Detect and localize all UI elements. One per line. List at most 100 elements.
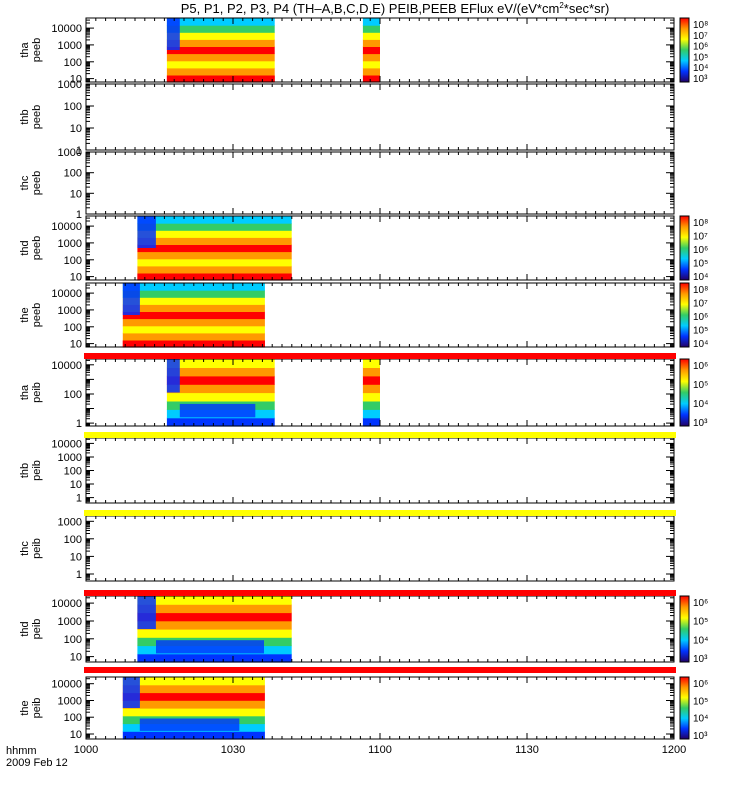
panel-product-label: peeb bbox=[31, 38, 43, 62]
spectrogram-cell bbox=[137, 230, 292, 238]
colorbar bbox=[679, 595, 690, 663]
y-tick-label: 1000 bbox=[58, 238, 82, 250]
y-tick-label: 1000 bbox=[58, 40, 82, 52]
panel-probe-label: tha bbox=[19, 41, 31, 57]
panel-probe-label: the bbox=[19, 307, 31, 322]
panel-tha-peib: 10000 100 1 tha peib 10⁶ 10⁵ 10⁴ 10³ bbox=[19, 358, 708, 430]
spectrogram-edge bbox=[137, 216, 156, 248]
y-tick-label: 100 bbox=[64, 57, 82, 69]
spectrogram-cell bbox=[137, 620, 292, 630]
panel-frame bbox=[85, 151, 675, 215]
y-tick-label: 1 bbox=[76, 145, 82, 157]
spectrogram-cell bbox=[362, 39, 380, 47]
spectrogram-cell bbox=[137, 265, 292, 274]
y-tick-label: 10 bbox=[70, 123, 82, 135]
y-tick-label: 100 bbox=[64, 168, 82, 180]
y-tick-label: 1000 bbox=[58, 516, 82, 528]
spectrogram-cell bbox=[362, 417, 380, 427]
colorbar-label: 10⁶ bbox=[693, 42, 708, 53]
spectrogram-cell bbox=[137, 237, 292, 245]
panel-frame bbox=[85, 515, 675, 582]
spectrogram-cell bbox=[122, 731, 265, 740]
spectrogram-cell bbox=[166, 32, 275, 40]
spectrogram-cell bbox=[362, 409, 380, 419]
y-tick-label: 1000 bbox=[58, 452, 82, 464]
spectrogram-cell bbox=[122, 708, 265, 717]
spectrogram-cell bbox=[362, 25, 380, 33]
panel-product-label: peeb bbox=[31, 171, 43, 195]
y-tick-label: 1 bbox=[76, 209, 82, 221]
spectrogram-cell bbox=[122, 700, 265, 709]
x-tick-label: 1130 bbox=[515, 744, 539, 756]
colorbar-label: 10³ bbox=[693, 418, 708, 429]
colorbar bbox=[679, 17, 690, 83]
x-tick-label: 1030 bbox=[221, 744, 245, 756]
spectrogram-cell bbox=[122, 332, 265, 341]
spectrogram-cell bbox=[362, 74, 380, 83]
colorbar-label: 10⁵ bbox=[693, 326, 708, 337]
panel-the-peib: 10000 1000 100 10 the peib 10⁶ 10⁵ 10⁴ 10³ bbox=[19, 676, 708, 742]
ion-noise-band bbox=[156, 640, 264, 654]
colorbar-label: 10³ bbox=[693, 731, 708, 742]
colorbar-label: 10⁵ bbox=[693, 696, 708, 707]
panel-probe-label: thb bbox=[19, 109, 31, 124]
y-tick-label: 10 bbox=[70, 479, 82, 491]
colorbar-label: 10⁶ bbox=[693, 361, 708, 372]
ion-noise-band bbox=[179, 403, 256, 418]
colorbar-label: 10⁵ bbox=[693, 52, 708, 63]
quality-flag-bar bbox=[84, 353, 676, 359]
panel-probe-label: tha bbox=[19, 384, 31, 400]
spectrogram-cell bbox=[166, 60, 275, 69]
spectrogram-cell bbox=[362, 32, 380, 40]
spectrogram-cell bbox=[137, 216, 292, 224]
spectrogram-cell bbox=[137, 251, 292, 260]
spectrogram-cell bbox=[122, 684, 265, 694]
quality-flag-bar bbox=[84, 667, 676, 673]
y-tick-label: 10000 bbox=[51, 360, 82, 372]
x-axis-label: hhmm bbox=[6, 745, 37, 757]
y-tick-label: 10 bbox=[70, 339, 82, 351]
spectrogram-cell bbox=[362, 392, 380, 402]
colorbar bbox=[679, 282, 690, 348]
spectrogram-cell bbox=[362, 367, 380, 377]
y-tick-label: 10 bbox=[70, 729, 82, 741]
spectrogram-cell bbox=[122, 304, 265, 312]
quality-flag-bar bbox=[84, 432, 676, 438]
y-tick-label: 10000 bbox=[51, 221, 82, 233]
spectrogram-cell bbox=[122, 311, 265, 320]
y-tick-label: 1000 bbox=[58, 147, 82, 159]
spectrogram-cell bbox=[122, 325, 265, 334]
colorbar-label: 10⁷ bbox=[693, 232, 708, 243]
spectrogram-cell bbox=[362, 359, 380, 368]
quality-flag-bar bbox=[84, 590, 676, 596]
y-tick-label: 1 bbox=[76, 418, 82, 430]
x-tick-label: 1000 bbox=[74, 744, 98, 756]
spectrogram-cell bbox=[362, 53, 380, 62]
panel-probe-label: thc bbox=[19, 175, 31, 190]
spectrogram-cell bbox=[137, 596, 292, 605]
panel-thd-peeb: 10000 1000 100 10 thd peeb 10⁸ 10⁷ 10⁶ 10⁵ 10⁴ bbox=[19, 215, 708, 284]
quality-flag-bar bbox=[84, 510, 676, 516]
spectrogram-edge bbox=[122, 677, 140, 708]
y-tick-label: 100 bbox=[64, 255, 82, 267]
spectrogram-cell bbox=[122, 692, 265, 701]
colorbar bbox=[679, 676, 690, 740]
panel-product-label: peib bbox=[31, 538, 43, 559]
y-tick-label: 1000 bbox=[58, 696, 82, 708]
panel-thb-peeb: 1000 100 10 1 thb peeb bbox=[19, 79, 675, 157]
spectrogram-cell bbox=[362, 384, 380, 394]
panel-probe-label: the bbox=[19, 700, 31, 715]
spectrogram-edge bbox=[122, 283, 140, 315]
colorbar bbox=[679, 358, 690, 427]
spectrogram-cell bbox=[166, 367, 275, 377]
y-tick-label: 1 bbox=[76, 493, 82, 505]
y-tick-label: 1000 bbox=[58, 79, 82, 91]
spectrogram-cell bbox=[362, 18, 380, 26]
spectrogram-cell bbox=[166, 53, 275, 62]
spectrogram-cell bbox=[362, 375, 380, 385]
y-tick-label: 100 bbox=[64, 466, 82, 478]
colorbar-label: 10⁵ bbox=[693, 617, 708, 628]
spectrogram-cell bbox=[362, 46, 380, 55]
